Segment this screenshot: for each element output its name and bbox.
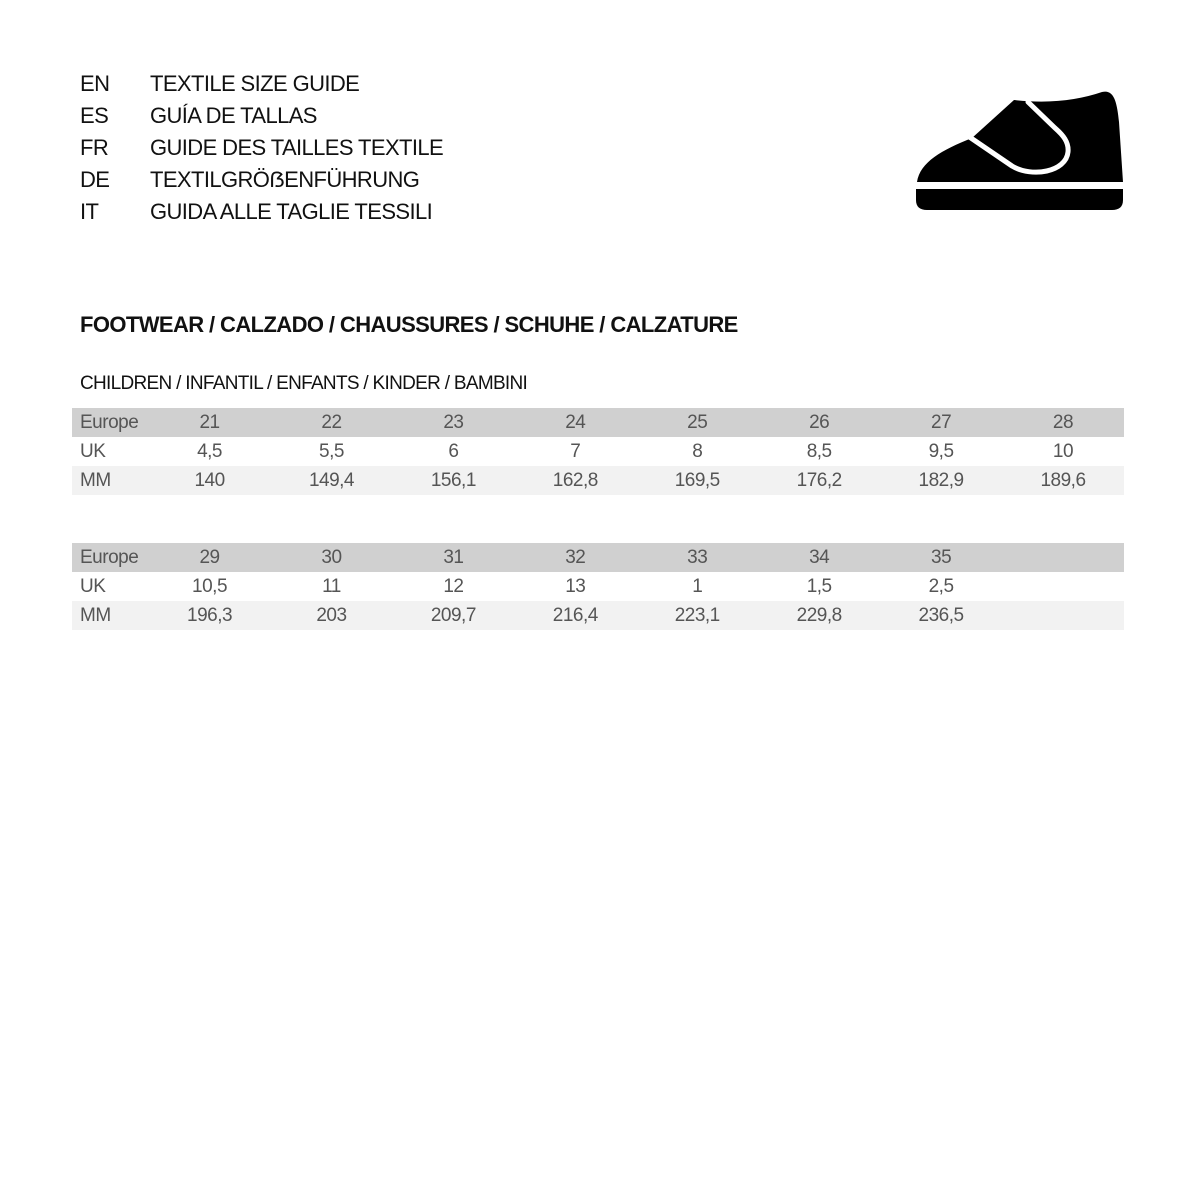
table-row: MM 196,3 203 209,7 216,4 223,1 229,8 236,5 <box>72 601 1124 630</box>
row-label: Europe <box>80 411 139 433</box>
subsection-title: CHILDREN / INFANTIL / ENFANTS / KINDER /… <box>80 373 528 394</box>
table-cell: 189,6 <box>1040 469 1086 491</box>
title-text: TEXTILGRÖẞENFÜHRUNG <box>150 167 420 192</box>
table-cell: 156,1 <box>430 469 477 491</box>
table-cell: 26 <box>809 411 830 433</box>
table-cell: 25 <box>687 411 708 433</box>
children-velcro-shoe-icon <box>916 91 1123 210</box>
title-text: GUÍA DE TALLAS <box>150 103 317 128</box>
row-label: MM <box>80 604 111 626</box>
table-cell: 32 <box>565 546 586 568</box>
row-label: UK <box>80 575 106 597</box>
lang-code: ES <box>80 103 109 128</box>
table-cell: 5,5 <box>319 440 344 462</box>
table-row: MM 140 149,4 156,1 162,8 169,5 176,2 182,9 189,6 <box>72 466 1124 495</box>
title-text: GUIDE DES TAILLES TEXTILE <box>150 135 444 160</box>
title-list: EN TEXTILE SIZE GUIDE ES GUÍA DE TALLAS FR… <box>80 68 444 228</box>
title-de: DE TEXTILGRÖẞENFÜHRUNG <box>80 164 443 196</box>
table-cell: 24 <box>565 411 586 433</box>
table-cell: 162,8 <box>552 469 599 491</box>
table-cell: 203 <box>316 604 347 626</box>
table-cell: 2,5 <box>928 575 954 597</box>
lang-code: FR <box>80 135 109 160</box>
table-cell: 33 <box>687 546 708 568</box>
title-en: EN TEXTILE SIZE GUIDE <box>80 68 443 100</box>
table-cell: 29 <box>199 546 220 568</box>
table-cell: 223,1 <box>674 604 721 626</box>
table-row: UK 10,5 11 12 13 1 1,5 2,5 <box>72 572 1124 601</box>
table-cell: 176,2 <box>796 469 843 491</box>
table-cell: 9,5 <box>928 440 954 462</box>
row-label: MM <box>80 469 111 491</box>
size-table-1: Europe 21 22 23 24 25 26 27 28 UK 4,5 5,5 6 7 8 8,5 9,5 1… <box>72 408 1124 495</box>
table-cell: 10 <box>1052 440 1074 462</box>
table-cell: 1 <box>692 575 703 597</box>
table-row: UK 4,5 5,5 6 7 8 8,5 9,5 10 <box>72 437 1124 466</box>
table-cell: 12 <box>443 575 464 597</box>
table-cell: 31 <box>443 546 464 568</box>
table-cell: 209,7 <box>430 604 477 626</box>
table-cell: 21 <box>199 411 220 433</box>
table-row: Europe 21 22 23 24 25 26 27 28 <box>72 408 1124 437</box>
table-cell: 4,5 <box>197 440 222 462</box>
table-cell: 182,9 <box>918 469 965 491</box>
table-cell: 23 <box>443 411 464 433</box>
table-cell: 35 <box>931 546 952 568</box>
table-cell: 22 <box>321 411 342 433</box>
table-cell: 8,5 <box>806 440 832 462</box>
title-fr: FR GUIDE DES TAILLES TEXTILE <box>80 132 444 164</box>
table-cell: 28 <box>1052 411 1074 433</box>
table-cell: 10,5 <box>192 575 228 597</box>
title-text: TEXTILE SIZE GUIDE <box>150 71 360 96</box>
table-cell: 236,5 <box>918 604 965 626</box>
size-table-2: Europe 29 30 31 32 33 34 35 UK 10,5 11 12 13 1 1,5 2,5 M… <box>72 543 1124 630</box>
table-cell: 7 <box>570 440 581 462</box>
table-cell: 30 <box>321 546 342 568</box>
title-it: IT GUIDA ALLE TAGLIE TESSILI <box>80 196 443 228</box>
table-cell: 1,5 <box>806 575 832 597</box>
table-cell: 140 <box>194 469 225 491</box>
table-cell: 169,5 <box>674 469 721 491</box>
row-label: Europe <box>80 546 139 568</box>
table-cell: 6 <box>448 440 459 462</box>
lang-code: EN <box>80 71 110 96</box>
table-cell: 13 <box>565 575 586 597</box>
table-cell: 149,4 <box>308 469 355 491</box>
table-cell: 8 <box>692 440 703 462</box>
lang-code: DE <box>80 167 110 192</box>
row-label: UK <box>80 440 106 462</box>
section-title: FOOTWEAR / CALZADO / CHAUSSURES / SCHUHE… <box>80 312 738 337</box>
table-cell: 34 <box>809 546 830 568</box>
table-cell: 11 <box>322 575 341 597</box>
table-cell: 229,8 <box>796 604 843 626</box>
table-cell: 196,3 <box>187 604 233 626</box>
lang-code: IT <box>80 199 99 224</box>
table-row: Europe 29 30 31 32 33 34 35 <box>72 543 1124 572</box>
table-cell: 27 <box>931 411 952 433</box>
title-es: ES GUÍA DE TALLAS <box>80 100 443 132</box>
title-text: GUIDA ALLE TAGLIE TESSILI <box>150 199 433 224</box>
table-cell: 216,4 <box>552 604 599 626</box>
